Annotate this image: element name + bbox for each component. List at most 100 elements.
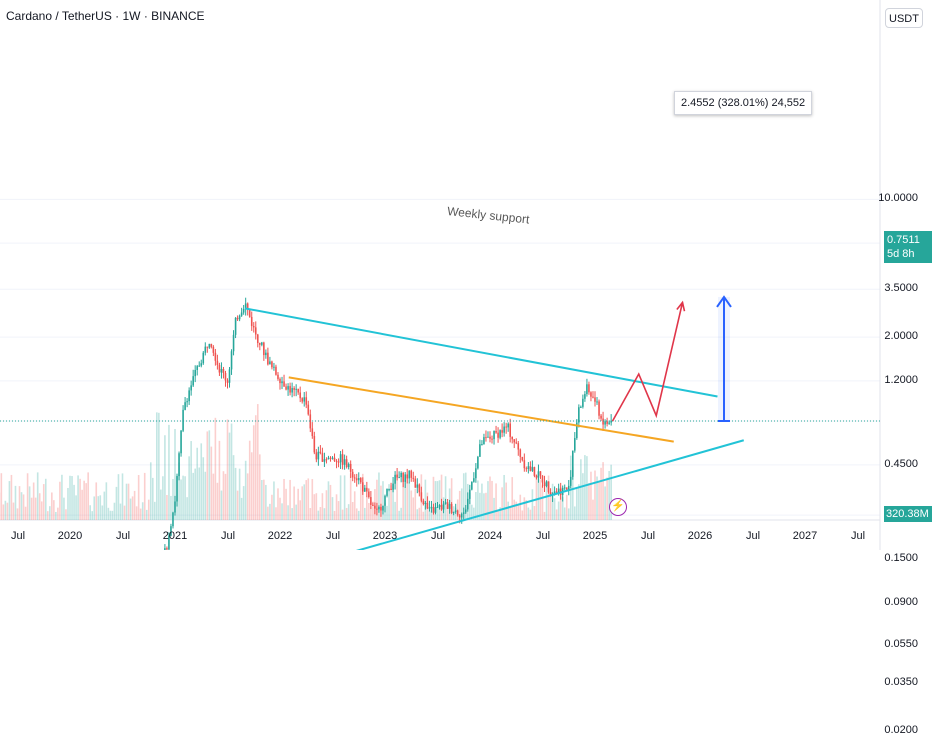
volume-bar	[99, 495, 101, 520]
volume-bar	[326, 490, 328, 520]
volume-bar	[398, 511, 400, 520]
candle-body	[293, 388, 295, 390]
volume-bar	[29, 486, 31, 520]
candle-body	[590, 392, 592, 396]
volume-bar	[229, 433, 231, 520]
price-chart[interactable]	[0, 0, 932, 550]
volume-bar	[47, 511, 49, 520]
x-tick-label: Jul	[641, 530, 655, 542]
volume-bar	[437, 481, 439, 520]
candle-body	[340, 454, 342, 462]
candle-body	[180, 431, 182, 454]
candle-body	[328, 458, 330, 459]
volume-bar	[303, 484, 305, 520]
volume-bar	[297, 489, 299, 520]
candle-body	[530, 466, 532, 471]
x-tick-label: 2024	[478, 530, 502, 542]
volume-bar	[41, 501, 43, 520]
volume-bar	[237, 491, 239, 520]
lightning-icon[interactable]: ⚡	[609, 498, 627, 516]
volume-bar	[606, 478, 608, 520]
volume-bar	[491, 481, 493, 520]
chart-area[interactable]	[0, 0, 932, 550]
candle-body	[283, 381, 285, 386]
candle-body	[267, 353, 269, 365]
volume-bar	[97, 496, 99, 520]
volume-bar	[253, 425, 255, 520]
projection-path[interactable]	[613, 302, 683, 421]
volume-bar	[219, 441, 221, 520]
volume-bar	[144, 473, 146, 520]
volume-bar	[576, 488, 578, 520]
candle-body	[251, 317, 253, 326]
volume-bar	[227, 419, 229, 520]
volume-bar	[410, 491, 412, 520]
trendline[interactable]	[289, 377, 674, 441]
candle-body	[307, 405, 309, 415]
x-tick-label: Jul	[851, 530, 865, 542]
volume-bar	[172, 479, 174, 520]
chart-title: Cardano / TetherUS · 1W · BINANCE	[6, 9, 205, 23]
volume-bar	[59, 482, 61, 520]
candle-body	[332, 458, 334, 459]
volume-bar	[346, 508, 348, 520]
volume-bar	[245, 461, 247, 520]
volume-bar	[469, 493, 471, 520]
volume-bar	[417, 509, 419, 520]
candle-body	[249, 309, 251, 317]
volume-bar	[249, 441, 251, 520]
candle-body	[322, 453, 324, 462]
volume-bar	[412, 497, 414, 520]
volume-bar	[118, 474, 120, 520]
candle-body	[412, 478, 414, 479]
candle-body	[578, 407, 580, 422]
x-tick-label: Jul	[221, 530, 235, 542]
candle-body	[600, 416, 602, 419]
volume-bar	[114, 503, 116, 520]
candle-body	[540, 471, 542, 475]
volume-bar	[126, 484, 128, 520]
volume-bar	[362, 474, 364, 520]
volume-bar	[142, 502, 144, 520]
volume-bar	[396, 474, 398, 520]
volume-bar	[406, 475, 408, 520]
volume-bar	[443, 497, 445, 520]
candle-body	[330, 458, 332, 459]
volume-bar	[192, 473, 194, 520]
candle-body	[352, 472, 354, 478]
volume-bar	[522, 510, 524, 520]
candle-body	[200, 363, 202, 365]
volume-bar	[89, 505, 91, 520]
volume-bar	[602, 462, 604, 520]
volume-bar	[556, 509, 558, 520]
volume-bar	[5, 501, 7, 520]
trendline[interactable]	[245, 308, 718, 396]
volume-bar	[582, 473, 584, 520]
currency-selector[interactable]: USDT	[885, 8, 923, 28]
candle-body	[241, 313, 243, 316]
volume-bar	[108, 508, 110, 520]
candle-body	[475, 468, 477, 478]
candle-body	[237, 318, 239, 319]
measure-label[interactable]: 2.4552 (328.01%) 24,552	[674, 91, 812, 115]
volume-bar	[451, 478, 453, 520]
candle-body	[281, 381, 283, 383]
volume-bar	[594, 470, 596, 520]
volume-bar	[348, 504, 350, 520]
candle-body	[344, 459, 346, 465]
candle-body	[303, 397, 305, 401]
volume-bar	[419, 508, 421, 520]
candle-body	[366, 488, 368, 492]
volume-bar	[421, 474, 423, 520]
volume-bar	[13, 503, 15, 520]
candle-body	[542, 476, 544, 483]
volume-bar	[540, 479, 542, 520]
candle-body	[534, 467, 536, 476]
candle-body	[423, 501, 425, 504]
volume-bar	[120, 504, 122, 520]
volume-bar	[7, 503, 9, 520]
volume-bar	[562, 497, 564, 520]
volume-bar	[19, 486, 21, 520]
candle-body	[324, 459, 326, 462]
x-tick-label: Jul	[431, 530, 445, 542]
